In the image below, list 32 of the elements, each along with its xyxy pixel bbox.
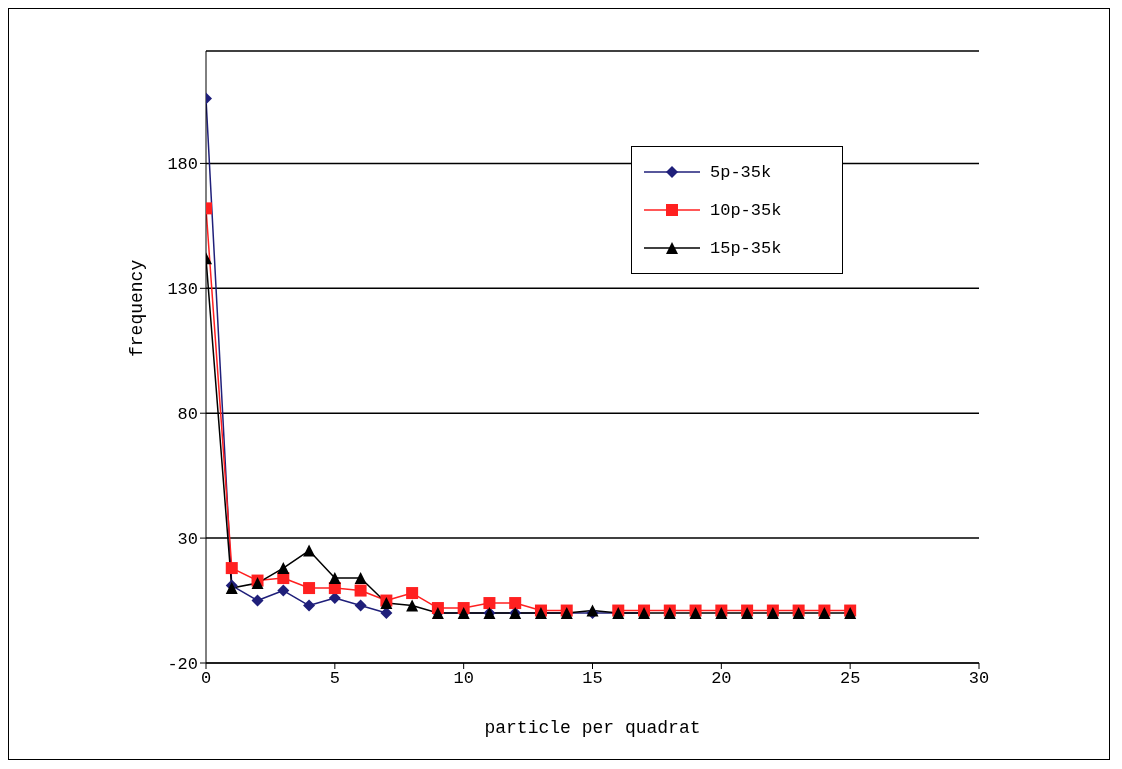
- point: [251, 594, 264, 607]
- point: [354, 599, 367, 612]
- point: [509, 597, 522, 610]
- point: [406, 587, 419, 600]
- x-tick-label: 25: [839, 669, 861, 689]
- y-axis-title: frequency: [127, 259, 148, 357]
- point: [277, 584, 290, 597]
- x-tick-label: 30: [968, 669, 990, 689]
- x-tick-label: 20: [711, 669, 732, 689]
- point: [354, 572, 367, 585]
- y-tick-label: -20: [167, 655, 198, 675]
- y-tick-label: 130: [167, 280, 198, 300]
- point: [303, 599, 316, 612]
- x-tick-label: 15: [582, 669, 603, 689]
- point: [354, 584, 367, 597]
- point: [303, 582, 316, 595]
- point: [303, 544, 316, 557]
- x-tick-label: 5: [329, 669, 340, 689]
- legend-label: 15p-35k: [710, 238, 782, 258]
- point: [406, 599, 419, 612]
- legend-label: 5p-35k: [710, 162, 772, 182]
- x-tick-label: 0: [200, 669, 212, 689]
- point: [328, 572, 341, 585]
- y-tick-label: 30: [177, 530, 198, 550]
- point: [277, 562, 290, 575]
- point: [483, 597, 496, 610]
- y-tick-label: 80: [177, 405, 198, 425]
- point: [225, 562, 238, 575]
- y-tick-label: 180: [167, 155, 198, 175]
- legend-label: 10p-35k: [710, 200, 782, 220]
- x-tick-label: 10: [453, 669, 474, 689]
- x-axis-title: particle per quadrat: [484, 718, 701, 738]
